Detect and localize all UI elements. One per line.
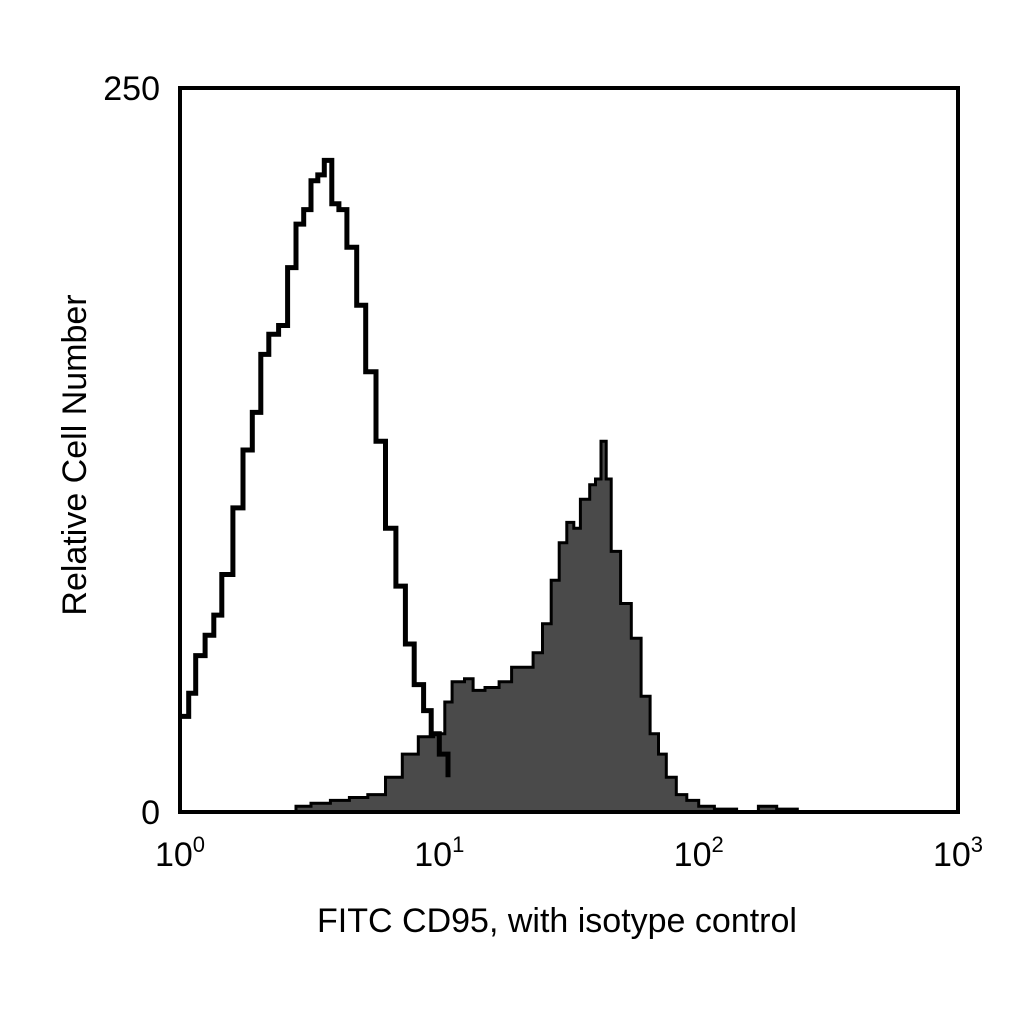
x-tick-label: 102 <box>674 832 724 874</box>
y-tick-label: 0 <box>141 794 160 832</box>
tick-layer: 100 101 102 103 0 250 <box>103 70 983 874</box>
y-axis-title: Relative Cell Number <box>56 294 94 615</box>
x-tick-label: 101 <box>414 832 464 874</box>
y-tick-label: 250 <box>103 70 160 108</box>
x-axis-title: FITC CD95, with isotype control <box>317 902 797 940</box>
isotype-control-histogram <box>180 157 451 778</box>
x-tick-label: 100 <box>155 832 205 874</box>
x-tick-label: 103 <box>933 832 983 874</box>
plot-frame <box>178 86 960 814</box>
fitc-cd95-histogram <box>180 439 958 814</box>
series-layer <box>180 157 958 814</box>
